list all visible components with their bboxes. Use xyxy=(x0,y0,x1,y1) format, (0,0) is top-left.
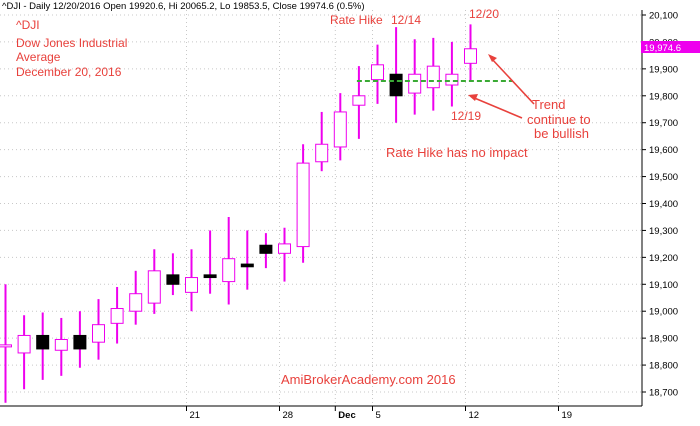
candle-body-down xyxy=(73,334,87,350)
candle-body-up xyxy=(0,344,12,348)
y-tick-label: 18,800 xyxy=(649,361,678,372)
trend-arrow-upper xyxy=(490,57,535,105)
info-line-symbol: ^DJI xyxy=(16,18,40,32)
candle-body-down xyxy=(203,274,217,279)
annotation-date-1220: 12/20 xyxy=(469,7,499,21)
y-tick-label: 19,300 xyxy=(649,226,678,237)
candle-body-down xyxy=(259,244,273,254)
x-tick-label: 12 xyxy=(469,410,480,421)
candle-body-up xyxy=(278,243,291,254)
candle-body-up xyxy=(445,73,459,86)
candle-body-up xyxy=(426,65,440,89)
price-badge-box xyxy=(641,41,700,53)
y-tick-label: 20,100 xyxy=(649,11,678,22)
y-axis: 18,700 18,800 18,900 19,000 19,100 19,200 19,3… xyxy=(641,10,678,406)
annotation-trend-2: continue to xyxy=(527,112,591,127)
candle-body-up xyxy=(464,48,477,64)
x-axis: 21 28 Dec 5 12 19 xyxy=(0,405,642,421)
trend-arrow-upper-head xyxy=(488,54,497,62)
x-tick-label: 28 xyxy=(283,410,294,421)
price-badge-text: 19,974.6 xyxy=(644,43,681,54)
last-price-badge: 19,974.6 xyxy=(641,41,700,54)
x-tick-label: Dec xyxy=(338,410,355,421)
info-line-name-2: Average xyxy=(16,50,61,64)
candle-body-up xyxy=(352,95,366,106)
candle-body-down xyxy=(166,274,180,285)
candle-body-up xyxy=(110,308,124,324)
annotation-trend-1: Trend xyxy=(532,97,565,112)
candle-body-up xyxy=(147,270,161,304)
annotation-trend-3: be bullish xyxy=(534,126,589,141)
candle-body-down xyxy=(389,73,403,97)
candle-body-up xyxy=(129,293,143,312)
y-tick-label: 19,400 xyxy=(649,199,678,210)
y-tick-label: 18,700 xyxy=(649,388,678,399)
info-line-name: Dow Jones Industrial xyxy=(16,36,127,50)
x-tick-label: 21 xyxy=(190,410,201,421)
y-tick-label: 19,900 xyxy=(649,64,678,75)
candle-body-up xyxy=(222,258,236,283)
info-line-date: December 20, 2016 xyxy=(16,65,122,79)
y-tick-label: 18,900 xyxy=(649,334,678,345)
annotation-rate-hike: Rate Hike xyxy=(330,13,383,27)
candle-body-up xyxy=(408,73,422,94)
candle-body-up xyxy=(54,338,68,351)
candle-body-down xyxy=(240,263,254,268)
annotations: Rate Hike 12/14 12/20 12/19 Trend contin… xyxy=(281,7,591,387)
candle-body-up xyxy=(296,162,310,248)
candle-body-up xyxy=(17,334,31,354)
x-tick-label: 19 xyxy=(562,410,573,421)
candle-body-up xyxy=(371,64,384,81)
trend-arrow-lower-head xyxy=(468,94,478,101)
annotation-date-1219: 12/19 xyxy=(451,109,481,123)
candles-layer xyxy=(0,24,477,403)
y-tick-label: 19,100 xyxy=(649,280,678,291)
chart-header: ^DJI - Daily 12/20/2016 Open 19920.6, Hi… xyxy=(2,1,365,12)
candle-body-up xyxy=(315,143,329,163)
x-tick-label: 5 xyxy=(376,410,381,421)
candle-body-up xyxy=(185,277,198,293)
watermark: AmiBrokerAcademy.com 2016 xyxy=(281,372,456,387)
annotation-no-impact: Rate Hike has no impact xyxy=(386,145,528,160)
trend-arrow-lower xyxy=(471,96,523,119)
candle-body-up xyxy=(92,324,105,343)
y-tick-label: 19,700 xyxy=(649,118,678,129)
annotation-date-1214: 12/14 xyxy=(391,13,421,27)
y-tick-label: 19,000 xyxy=(649,307,678,318)
info-block: ^DJI Dow Jones Industrial Average Decemb… xyxy=(16,18,127,79)
y-tick-label: 19,200 xyxy=(649,253,678,264)
candle-body-up xyxy=(333,111,347,148)
candle-body-down xyxy=(36,334,50,350)
y-tick-label: 19,600 xyxy=(649,145,678,156)
y-tick-label: 19,800 xyxy=(649,91,678,102)
y-tick-label: 19,500 xyxy=(649,172,678,183)
